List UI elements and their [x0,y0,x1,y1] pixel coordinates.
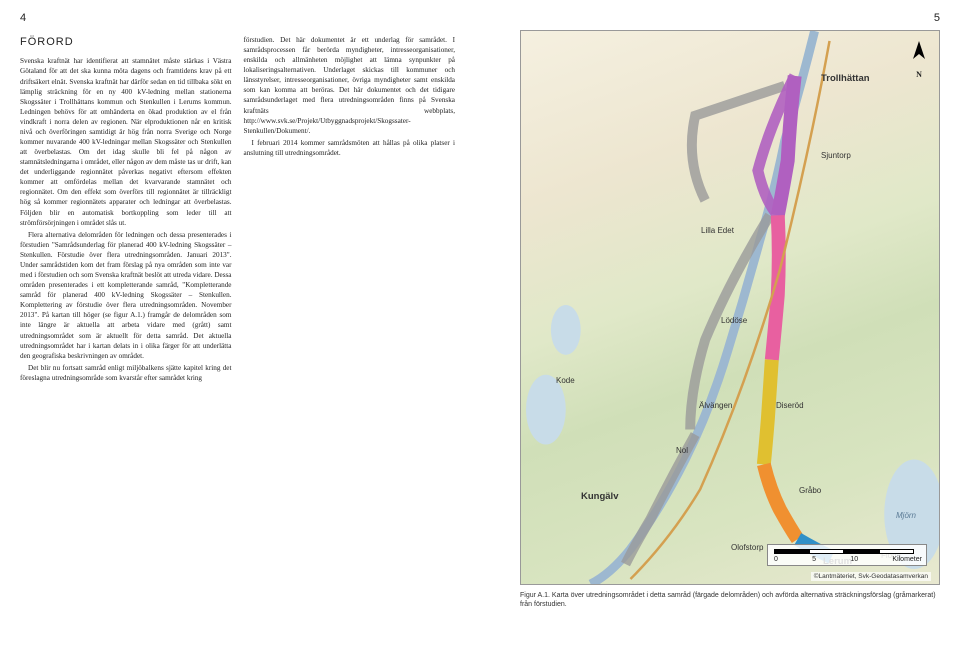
label-lillaedet: Lilla Edet [701,226,734,235]
north-label: N [909,70,929,79]
scale-seg [879,549,914,554]
label-nol: Nol [676,446,688,455]
col1-p2: Flera alternativa delområden för ledning… [20,230,232,361]
label-trollhattan: Trollhättan [821,73,870,84]
road-e45 [630,41,829,579]
label-alvangen: Älvängen [699,401,732,410]
label-sjuntorp: Sjuntorp [821,151,851,160]
map-figure: Trollhättan Sjuntorp Lilla Edet Lödöse Ä… [520,30,940,585]
foreword-heading: FÖRORD [20,35,232,50]
scale-segments [774,549,914,554]
scale-0: 0 [774,556,778,563]
scale-5: 5 [812,556,816,563]
scale-bar: 0 5 10 Kilometer [767,544,927,566]
column-2: förstudien. Det här dokumentet är ett un… [244,35,456,385]
map-container: Trollhättan Sjuntorp Lilla Edet Lödöse Ä… [520,30,940,609]
north-arrow: N [909,39,929,69]
page-number-right: 5 [934,12,940,24]
text-columns: FÖRORD Svenska kraftnät har identifierat… [20,35,455,385]
scale-seg [844,549,879,554]
scale-10: 10 [850,556,858,563]
col2-p2: I februari 2014 kommer samrådsmöten att … [244,138,456,158]
label-mjorn: Mjörn [896,511,916,520]
figure-caption: Figur A.1. Karta över utredningsområdet … [520,591,940,609]
label-kungalv: Kungälv [581,491,618,502]
label-kode: Kode [556,376,575,385]
scale-seg [774,549,809,554]
col1-p1: Svenska kraftnät har identifierat att st… [20,56,232,227]
col2-p1: förstudien. Det här dokumentet är ett un… [244,35,456,136]
scale-seg [809,549,844,554]
label-lodose: Lödöse [721,316,747,325]
scale-unit: Kilometer [892,556,922,563]
label-diserod: Diseröd [776,401,804,410]
col1-p3: Det blir nu fortsatt samråd enligt miljö… [20,363,232,383]
page-number-left: 4 [20,12,26,24]
label-olofstorp: Olofstorp [731,543,763,552]
label-grabo: Gråbo [799,486,821,495]
map-attribution: ©Lantmäteriet, Svk-Geodatasamverkan [811,572,931,581]
column-1: FÖRORD Svenska kraftnät har identifierat… [20,35,232,385]
scale-labels: 0 5 10 Kilometer [774,556,922,563]
